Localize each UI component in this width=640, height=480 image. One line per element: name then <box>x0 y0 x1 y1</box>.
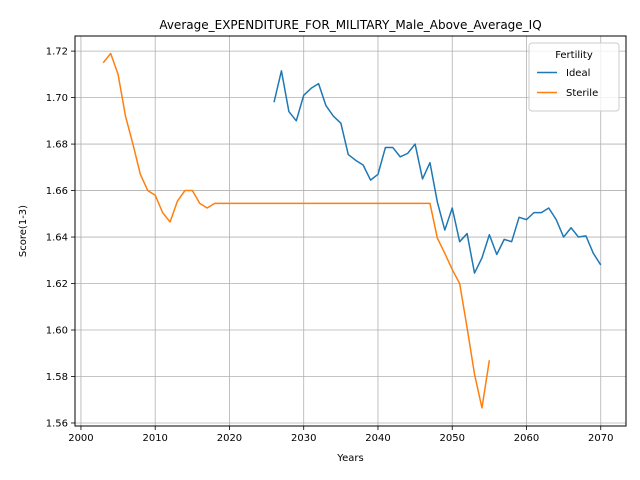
legend-label-sterile: Sterile <box>566 88 598 99</box>
y-axis-label: Score(1-3) <box>18 205 29 257</box>
plot-frame <box>74 35 627 427</box>
legend-box <box>528 42 620 112</box>
legend-title: Fertility <box>555 50 593 61</box>
x-tick-label: 2060 <box>514 433 539 444</box>
series-line-sterile <box>102 52 491 409</box>
x-tick-label: 2070 <box>588 433 613 444</box>
legend-items: Ideal Sterile <box>537 68 598 99</box>
y-tick-label: 1.60 <box>46 326 68 337</box>
series-lines <box>102 52 602 409</box>
x-tick-label: 2010 <box>142 433 167 444</box>
axis-ticks: 2000 2010 2020 2030 2040 2050 2060 2070 1.56 1.58… <box>46 47 614 444</box>
x-tick-label: 2020 <box>217 433 242 444</box>
y-tick-label: 1.68 <box>46 140 68 151</box>
y-tick-label: 1.56 <box>46 418 68 429</box>
x-axis-label: Years <box>336 453 363 464</box>
x-tick-label: 2050 <box>440 433 465 444</box>
y-tick-label: 1.58 <box>46 372 68 383</box>
x-tick-label: 2040 <box>365 433 390 444</box>
y-tick-label: 1.62 <box>46 279 68 290</box>
x-tick-label: 2030 <box>291 433 316 444</box>
y-tick-label: 1.64 <box>46 233 68 244</box>
x-tick-label: 2000 <box>68 433 93 444</box>
series-line-ideal <box>273 70 602 274</box>
y-tick-label: 1.66 <box>46 186 68 197</box>
chart-title: Average_EXPENDITURE_FOR_MILITARY_Male_Ab… <box>159 18 541 32</box>
legend-label-ideal: Ideal <box>566 68 590 79</box>
y-tick-label: 1.70 <box>46 93 68 104</box>
y-tick-label: 1.72 <box>46 47 68 58</box>
legend: Fertility Ideal Sterile <box>528 42 620 112</box>
